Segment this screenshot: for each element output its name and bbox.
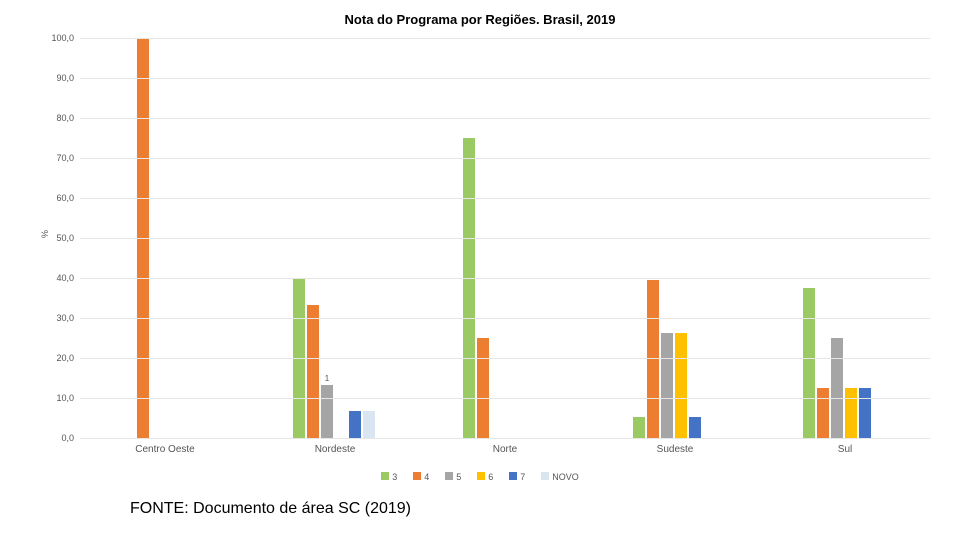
gridline <box>80 278 930 279</box>
x-category-label: Norte <box>493 444 517 455</box>
bar-nordeste-7 <box>349 411 361 438</box>
y-tick-label: 100,0 <box>51 33 74 43</box>
gridline <box>80 318 930 319</box>
x-category-label: Nordeste <box>315 444 356 455</box>
legend-item-6: 6 <box>477 472 493 482</box>
legend-item-4: 4 <box>413 472 429 482</box>
x-category-label: Sul <box>838 444 852 455</box>
y-tick-label: 50,0 <box>56 233 74 243</box>
bar-sul-5 <box>831 338 843 438</box>
y-tick-label: 70,0 <box>56 153 74 163</box>
bar-sul-7 <box>859 388 871 438</box>
legend-swatch <box>445 472 453 480</box>
y-tick-label: 10,0 <box>56 393 74 403</box>
y-tick-label: 80,0 <box>56 113 74 123</box>
bar-nordeste-5: 1 <box>321 385 333 438</box>
gridline <box>80 158 930 159</box>
y-tick-label: 40,0 <box>56 273 74 283</box>
gridline <box>80 238 930 239</box>
bar-value-label: 1 <box>325 374 329 383</box>
legend-label: NOVO <box>552 472 579 482</box>
gridline <box>80 438 930 439</box>
bar-sudeste-5 <box>661 333 673 438</box>
gridline <box>80 118 930 119</box>
chart-plot-area: 1 0,010,020,030,040,050,060,070,080,090,… <box>80 38 930 438</box>
y-tick-label: 0,0 <box>61 433 74 443</box>
chart-title: Nota do Programa por Regiões. Brasil, 20… <box>0 12 960 27</box>
gridline <box>80 398 930 399</box>
bar-sul-6 <box>845 388 857 438</box>
gridline <box>80 198 930 199</box>
bar-nordeste-novo <box>363 411 375 438</box>
x-category-label: Sudeste <box>657 444 694 455</box>
y-axis-label: % <box>40 230 50 238</box>
chart-legend: 3 4 5 6 7 NOVO <box>0 472 960 482</box>
legend-swatch <box>381 472 389 480</box>
legend-label: 4 <box>424 472 429 482</box>
legend-label: 6 <box>488 472 493 482</box>
bar-sul-3 <box>803 288 815 438</box>
legend-label: 5 <box>456 472 461 482</box>
bar-sudeste-3 <box>633 417 645 438</box>
x-category-label: Centro Oeste <box>135 444 194 455</box>
legend-item-novo: NOVO <box>541 472 579 482</box>
chart-container: Nota do Programa por Regiões. Brasil, 20… <box>0 0 960 540</box>
bar-sudeste-6 <box>675 333 687 438</box>
gridline <box>80 78 930 79</box>
legend-swatch <box>509 472 517 480</box>
legend-item-7: 7 <box>509 472 525 482</box>
legend-swatch <box>413 472 421 480</box>
bar-norte-3 <box>463 138 475 438</box>
y-tick-label: 30,0 <box>56 313 74 323</box>
legend-item-5: 5 <box>445 472 461 482</box>
bar-norte-4 <box>477 338 489 438</box>
y-tick-label: 60,0 <box>56 193 74 203</box>
bar-sudeste-7 <box>689 417 701 438</box>
source-caption: FONTE: Documento de área SC (2019) <box>130 500 411 518</box>
bar-nordeste-4 <box>307 305 319 438</box>
bar-sul-4 <box>817 388 829 438</box>
legend-item-3: 3 <box>381 472 397 482</box>
y-tick-label: 90,0 <box>56 73 74 83</box>
gridline <box>80 38 930 39</box>
y-tick-label: 20,0 <box>56 353 74 363</box>
legend-swatch <box>477 472 485 480</box>
gridline <box>80 358 930 359</box>
legend-label: 3 <box>392 472 397 482</box>
bar-sudeste-4 <box>647 280 659 438</box>
legend-swatch <box>541 472 549 480</box>
legend-label: 7 <box>520 472 525 482</box>
